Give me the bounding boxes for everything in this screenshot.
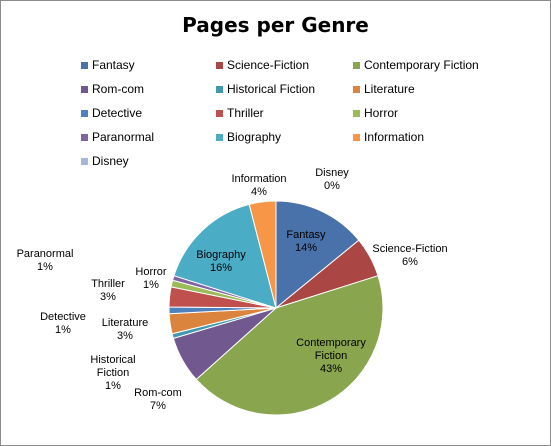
data-label-detective: Detective 1% (40, 311, 86, 336)
legend-label: Horror (364, 106, 399, 120)
chart-title: Pages per Genre (182, 13, 369, 37)
legend-label: Biography (227, 130, 282, 144)
legend-label: Detective (92, 106, 143, 120)
legend-label: Thriller (227, 106, 264, 120)
legend-label: Science-Fiction (227, 58, 310, 72)
legend-item-disney: Disney (81, 153, 129, 169)
legend-swatch (353, 133, 360, 141)
legend-swatch (81, 61, 88, 69)
legend-label: Information (364, 130, 425, 144)
legend-item-contemporary-fiction: Contemporary Fiction (353, 57, 479, 73)
data-label-thriller: Thriller 3% (91, 278, 125, 303)
legend-item-literature: Literature (353, 81, 415, 97)
pie-slice-information (248, 200, 277, 309)
legend-item-paranormal: Paranormal (81, 129, 154, 145)
data-label-biography: Biography 16% (196, 249, 246, 274)
legend-item-fantasy: Fantasy (81, 57, 135, 73)
legend-item-thriller: Thriller (216, 105, 264, 121)
legend-swatch (216, 85, 223, 93)
legend-swatch (353, 85, 360, 93)
legend-swatch (81, 109, 88, 117)
legend-item-information: Information (353, 129, 424, 145)
data-label-information: Information 4% (231, 173, 287, 198)
legend-item-horror: Horror (353, 105, 398, 121)
pie-slice-contemporary-fiction (195, 275, 384, 416)
legend-swatch (81, 133, 88, 141)
legend-item-detective: Detective (81, 105, 142, 121)
legend-swatch (216, 133, 223, 141)
data-label-science-fiction: Science-Fiction 6% (372, 243, 448, 268)
legend-swatch (353, 61, 360, 69)
legend-item-historical-fiction: Historical Fiction (216, 81, 315, 97)
pie-slice-fantasy (275, 200, 360, 310)
legend-label: Literature (364, 82, 415, 96)
legend-swatch (353, 109, 360, 117)
pie-slice-biography (173, 203, 277, 309)
legend-label: Fantasy (92, 58, 135, 72)
data-label-paranormal: Paranormal 1% (16, 248, 74, 273)
legend-item-biography: Biography (216, 129, 281, 145)
data-label-contemporary-fiction: Contemporary Fiction 43% (296, 337, 366, 375)
legend-swatch (216, 61, 223, 69)
data-label-historical-fiction: Historical Fiction 1% (90, 354, 136, 392)
legend-swatch (216, 109, 223, 117)
data-label-rom-com: Rom-com 7% (134, 387, 182, 412)
legend-swatch (81, 85, 88, 93)
legend-label: Historical Fiction (227, 82, 316, 96)
legend-label: Contemporary Fiction (364, 58, 479, 72)
legend-label: Paranormal (92, 130, 155, 144)
legend-item-science-fiction: Science-Fiction (216, 57, 309, 73)
legend-label: Disney (92, 154, 129, 168)
data-label-horror: Horror 1% (135, 266, 167, 291)
legend-label: Rom-com (92, 82, 145, 96)
data-label-disney: Disney 0% (315, 167, 349, 192)
legend-item-rom-com: Rom-com (81, 81, 144, 97)
data-label-literature: Literature 3% (101, 317, 149, 342)
data-label-fantasy: Fantasy 14% (286, 229, 326, 254)
legend-swatch (81, 157, 88, 165)
